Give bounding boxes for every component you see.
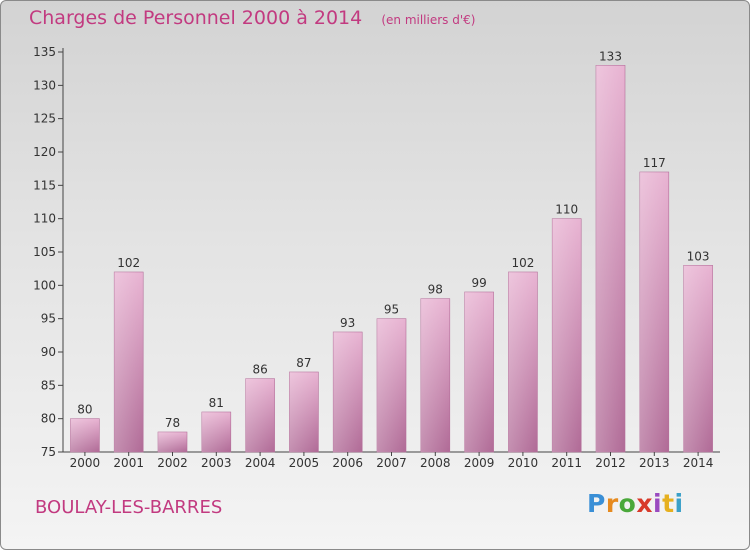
data-label: 86 (252, 363, 267, 377)
data-label: 81 (209, 396, 224, 410)
x-tick-label: 2013 (639, 456, 670, 470)
x-tick-label: 2011 (551, 456, 582, 470)
y-tick-label: 125 (33, 112, 56, 126)
x-tick-label: 2007 (376, 456, 407, 470)
bar-highlight (420, 298, 450, 452)
y-tick-label: 135 (33, 45, 56, 59)
data-label: 102 (511, 256, 534, 270)
bar-highlight (158, 432, 187, 452)
bar-highlight (245, 378, 275, 452)
y-tick-label: 130 (33, 78, 56, 92)
bar-highlight (333, 332, 363, 452)
x-tick-label: 2009 (464, 456, 495, 470)
bar-highlight (289, 372, 319, 452)
data-label: 78 (165, 416, 180, 430)
data-label: 103 (687, 249, 710, 263)
data-label: 117 (643, 156, 666, 170)
bar-highlight (596, 65, 625, 452)
x-tick-label: 2008 (420, 456, 451, 470)
logo-letter: i (653, 489, 663, 518)
chart-unit: (en milliers d'€) (381, 13, 476, 27)
x-tick-label: 2006 (332, 456, 363, 470)
bar-highlight (377, 318, 406, 452)
bar-highlight (114, 272, 144, 452)
y-tick-label: 105 (33, 245, 56, 259)
data-label: 110 (555, 203, 578, 217)
chart-title: Charges de Personnel 2000 à 2014 (29, 7, 363, 29)
bar-highlight (201, 412, 231, 452)
y-tick-label: 120 (33, 145, 56, 159)
bar-highlight (508, 272, 538, 452)
bar-highlight (683, 265, 713, 452)
y-tick-label: 115 (33, 178, 56, 192)
y-tick-label: 80 (41, 412, 56, 426)
x-tick-label: 2000 (70, 456, 101, 470)
y-tick-label: 75 (41, 445, 56, 459)
x-tick-label: 2002 (157, 456, 188, 470)
title-row: Charges de Personnel 2000 à 2014 (en mil… (29, 7, 475, 29)
x-tick-label: 2012 (595, 456, 626, 470)
bar-highlight (552, 218, 582, 452)
data-label: 133 (599, 49, 622, 63)
x-tick-label: 2010 (508, 456, 539, 470)
bar-highlight (70, 418, 100, 452)
data-label: 93 (340, 316, 355, 330)
location-name: BOULAY-LES-BARRES (35, 497, 223, 518)
logo-letter: i (674, 489, 684, 518)
x-tick-label: 2014 (683, 456, 714, 470)
y-tick-label: 100 (33, 278, 56, 292)
x-tick-label: 2003 (201, 456, 232, 470)
x-tick-label: 2005 (289, 456, 320, 470)
bar-highlight (464, 292, 494, 452)
x-tick-label: 2004 (245, 456, 276, 470)
data-label: 98 (428, 283, 443, 297)
logo-letter: x (636, 489, 653, 518)
data-label: 95 (384, 303, 399, 317)
data-label: 99 (471, 276, 486, 290)
logo-letter: P (587, 489, 606, 518)
data-label: 87 (296, 356, 311, 370)
proxiti-logo: Proxiti (587, 489, 684, 518)
y-tick-label: 95 (41, 312, 56, 326)
data-label: 102 (117, 256, 140, 270)
bar-highlight (639, 172, 669, 452)
logo-letter: r (605, 489, 619, 518)
logo-letter: t (662, 489, 675, 518)
y-tick-label: 90 (41, 345, 56, 359)
logo-letter: o (618, 489, 637, 518)
y-tick-label: 110 (33, 212, 56, 226)
y-tick-label: 85 (41, 378, 56, 392)
data-label: 80 (77, 403, 92, 417)
x-tick-label: 2001 (113, 456, 144, 470)
